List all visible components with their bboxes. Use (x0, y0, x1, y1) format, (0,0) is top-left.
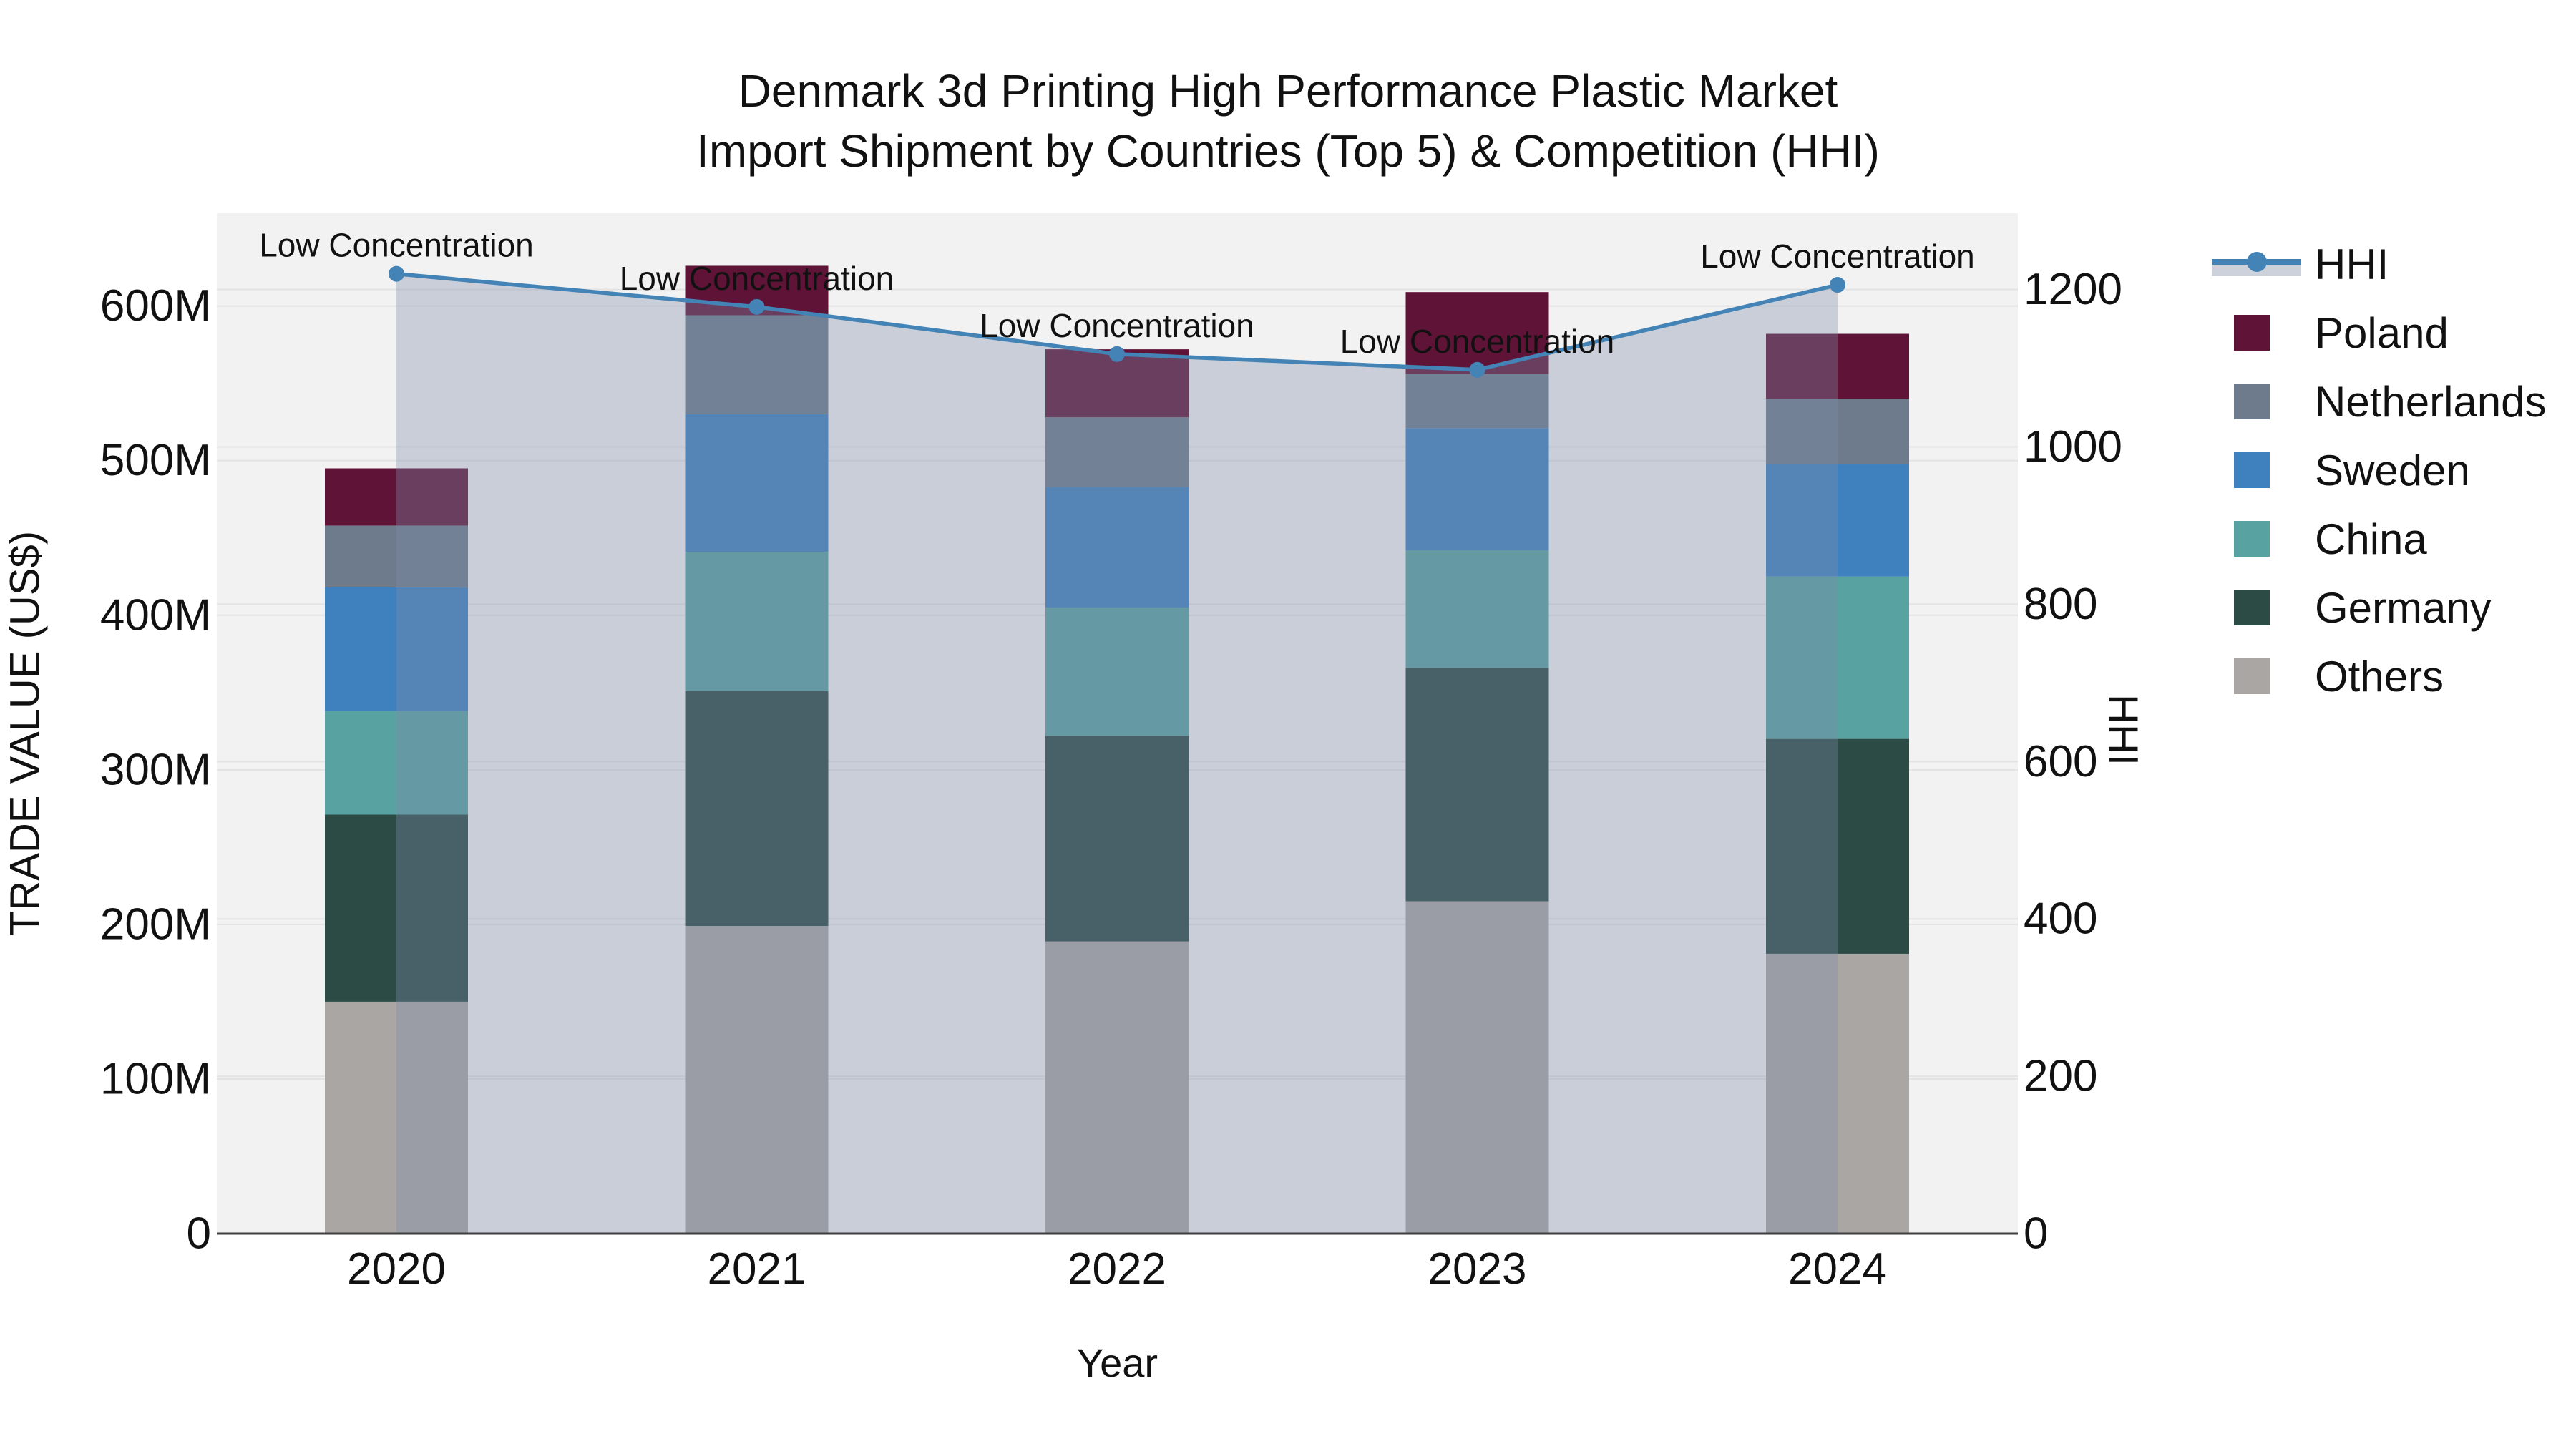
legend-item-others[interactable]: Others (2207, 642, 2547, 711)
legend-swatch-icon (2207, 658, 2315, 694)
legend-swatch-icon (2207, 521, 2315, 557)
legend-swatch-icon (2207, 384, 2315, 419)
bar-segment-2023-germany (1405, 668, 1549, 902)
right-tick-200: 200 (2024, 1052, 2097, 1101)
legend-label-germany: Germany (2315, 583, 2492, 632)
bar-segment-2021-others (685, 926, 829, 1234)
legend-label-netherlands: Netherlands (2315, 377, 2547, 426)
right-tick-0: 0 (2024, 1209, 2048, 1259)
x-axis-title: Year (1076, 1340, 1158, 1385)
swatch-poland (2234, 315, 2270, 351)
legend-item-germany[interactable]: Germany (2207, 573, 2547, 642)
x-tick-2024[interactable]: 2024 (1788, 1244, 1887, 1294)
hhi-line-sample-icon (2207, 252, 2315, 276)
x-tick-2020[interactable]: 2020 (347, 1244, 446, 1294)
bar-segment-2024-poland (1766, 333, 1909, 399)
right-axis-title: HHI (2099, 694, 2147, 766)
legend-label-hhi: HHI (2315, 240, 2389, 288)
bar-segment-2023-netherlands (1405, 374, 1549, 429)
bar-segment-2020-china (325, 711, 468, 815)
hhi-marker-2021 (748, 298, 765, 315)
bar-segment-2023-sweden (1405, 428, 1549, 551)
bar-segment-2020-others (325, 1001, 468, 1234)
left-tick-300M: 300M (100, 745, 211, 794)
left-tick-0: 0 (187, 1209, 211, 1259)
annotation-low-concentration-2021: Low Concentration (620, 260, 894, 297)
bar-segment-2022-sweden (1045, 487, 1189, 608)
bar-segment-2021-germany (685, 691, 829, 927)
bar-segment-2021-china (685, 552, 829, 691)
chart-title-line2: Import Shipment by Countries (Top 5) & C… (696, 125, 1880, 177)
right-tick-800: 800 (2024, 580, 2097, 629)
legend-swatch-icon (2207, 452, 2315, 488)
right-tick-400: 400 (2024, 894, 2097, 944)
legend-label-china: China (2315, 514, 2427, 563)
bar-segment-2022-netherlands (1045, 417, 1189, 487)
legend-label-sweden: Sweden (2315, 446, 2470, 494)
hhi-marker-2024 (1830, 277, 1845, 293)
bar-segment-2024-china (1766, 576, 1909, 739)
left-tick-200M: 200M (100, 899, 211, 949)
legend-swatch-icon (2207, 315, 2315, 351)
bar-segment-2023-others (1405, 901, 1549, 1234)
bar-segment-2024-germany (1766, 738, 1909, 954)
x-tick-2021[interactable]: 2021 (708, 1244, 806, 1294)
legend-item-sweden[interactable]: Sweden (2207, 436, 2547, 504)
swatch-sweden (2234, 452, 2270, 488)
bar-segment-2022-others (1045, 941, 1189, 1234)
bar-segment-2021-netherlands (685, 315, 829, 414)
hhi-line-sample (2212, 252, 2301, 276)
bar-segment-2022-china (1045, 607, 1189, 736)
swatch-netherlands (2234, 384, 2270, 419)
annotation-low-concentration-2022: Low Concentration (980, 307, 1254, 344)
x-tick-2023[interactable]: 2023 (1428, 1244, 1527, 1294)
bar-segment-2020-poland (325, 468, 468, 526)
hhi-marker-2023 (1469, 361, 1485, 378)
legend: HHI Poland Netherlands Sweden China Germany Ot… (2207, 230, 2547, 711)
bar-segment-2023-china (1405, 550, 1549, 668)
legend-label-poland: Poland (2315, 308, 2449, 357)
bar-segment-2024-sweden (1766, 464, 1909, 577)
legend-item-poland[interactable]: Poland (2207, 298, 2547, 367)
left-tick-500M: 500M (100, 436, 211, 485)
legend-item-netherlands[interactable]: Netherlands (2207, 367, 2547, 436)
right-tick-1000: 1000 (2024, 422, 2122, 472)
hhi-marker-2022 (1109, 346, 1125, 362)
bar-segment-2020-netherlands (325, 525, 468, 587)
hhi-marker-2020 (389, 265, 404, 282)
swatch-others (2234, 658, 2270, 694)
bar-segment-2021-sweden (685, 414, 829, 552)
swatch-germany (2234, 590, 2270, 625)
legend-item-china[interactable]: China (2207, 504, 2547, 573)
hhi-line-sample-part (2247, 252, 2267, 272)
right-tick-600: 600 (2024, 737, 2097, 786)
legend-label-others: Others (2315, 652, 2444, 701)
bar-segment-2020-germany (325, 814, 468, 1002)
x-tick-2022[interactable]: 2022 (1068, 1244, 1166, 1294)
bar-segment-2022-germany (1045, 736, 1189, 942)
chart-title-line1: Denmark 3d Printing High Performance Pla… (738, 65, 1838, 117)
left-tick-400M: 400M (100, 590, 211, 640)
annotation-low-concentration-2020: Low Concentration (259, 227, 534, 264)
hhi-area-fill (396, 273, 1838, 1234)
chart-title: Denmark 3d Printing High Performance Pla… (0, 61, 2576, 181)
bar-segment-2024-netherlands (1766, 399, 1909, 464)
annotation-low-concentration-2023: Low Concentration (1340, 323, 1615, 360)
bar-segment-2024-others (1766, 953, 1909, 1234)
legend-swatch-icon (2207, 590, 2315, 625)
annotation-low-concentration-2024: Low Concentration (1700, 238, 1975, 275)
left-tick-600M: 600M (100, 281, 211, 331)
left-tick-100M: 100M (100, 1054, 211, 1103)
right-tick-1200: 1200 (2024, 265, 2122, 314)
legend-item-hhi[interactable]: HHI (2207, 230, 2547, 298)
bar-segment-2020-sweden (325, 587, 468, 711)
left-axis-title: TRADE VALUE (US$) (1, 530, 49, 937)
swatch-china (2234, 521, 2270, 557)
